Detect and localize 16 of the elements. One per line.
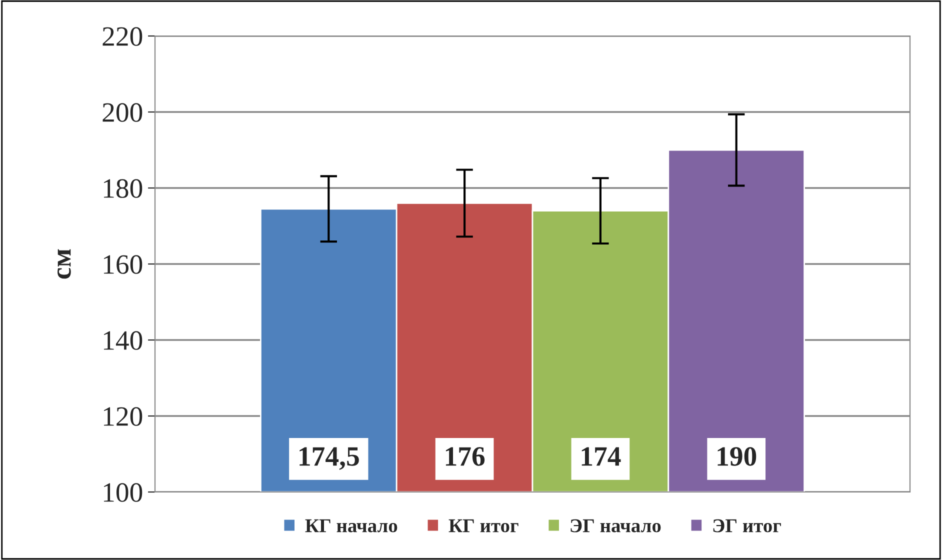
y-tick-label: 220 <box>102 27 142 46</box>
data-label: 176 <box>446 447 485 466</box>
legend-label: ЭГ итог <box>713 519 781 532</box>
data-label: 174 <box>582 447 621 466</box>
legend-label: КГ итог <box>448 519 518 532</box>
y-tick-label: 100 <box>104 483 142 502</box>
legend-label: ЭГ начало <box>570 519 661 532</box>
y-tick-label: 200 <box>102 103 142 122</box>
y-tick-label: 140 <box>104 331 142 350</box>
data-label: 174,5 <box>300 447 359 470</box>
y-axis-title: см <box>58 249 71 279</box>
y-tick-label: 180 <box>104 179 142 198</box>
y-tick-label: 160 <box>104 255 142 274</box>
legend-label: КГ начало <box>305 519 398 532</box>
y-tick-label: 120 <box>104 407 142 426</box>
data-label: 190 <box>718 447 756 466</box>
